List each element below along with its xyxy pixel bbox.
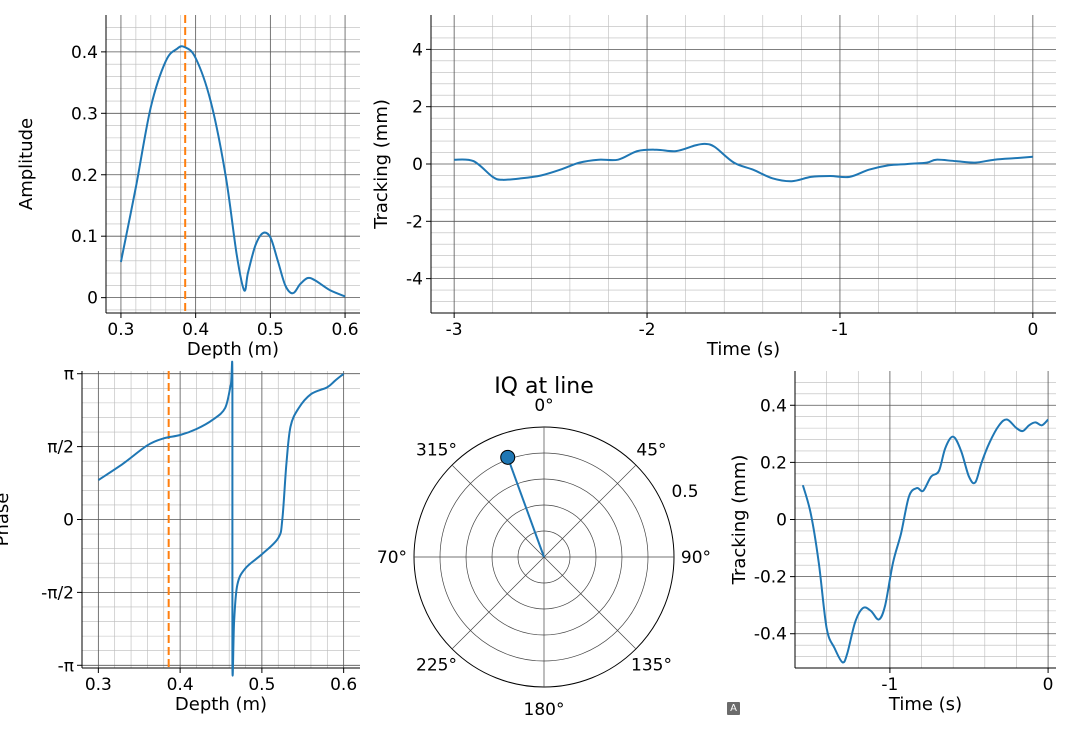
phase-x-tick-label: 0.5 xyxy=(248,675,275,695)
iq-polar-spoke xyxy=(543,464,637,558)
tracking-top-x-tick-label: 0 xyxy=(1027,320,1038,340)
phase-y-tick-label: 0 xyxy=(63,511,74,531)
tracking-top-x-tick-label: -3 xyxy=(446,320,463,340)
iq-polar-theta-label: 180° xyxy=(524,700,565,720)
amplitude-y-tick-label: 0 xyxy=(87,289,98,309)
phase-x-tick-label: 0.6 xyxy=(330,675,357,695)
tracking-top-y-tick-label: -4 xyxy=(406,270,423,290)
amplitude-y-label: Amplitude xyxy=(16,118,37,210)
phase-y-tick-label: -π xyxy=(58,656,74,676)
tracking-bottom-y-tick-label: 0 xyxy=(776,511,787,531)
phase-y-label: Phase xyxy=(0,493,13,547)
tracking-top-y-tick-label: -2 xyxy=(406,212,423,232)
iq-polar-theta-label: 70° xyxy=(377,548,407,568)
phase-y-tick-label: π xyxy=(64,365,74,385)
phase-x-tick-label: 0.4 xyxy=(167,675,194,695)
phase-y-tick-label: π/2 xyxy=(47,438,74,458)
tracking-bottom-y-tick-label: -0.4 xyxy=(754,625,787,645)
phase-y-tick-label: -π/2 xyxy=(41,583,74,603)
tracking-bottom-series-line xyxy=(801,418,1049,664)
phase-x-label: Depth (m) xyxy=(175,694,267,715)
iq-polar-theta-label: 45° xyxy=(636,441,666,461)
amplitude-y-tick-label: 0.4 xyxy=(71,43,98,63)
tracking-bottom-x-tick-label: 0 xyxy=(1043,675,1054,695)
iq-polar-spoke xyxy=(451,464,545,558)
tracking-bottom-y-label: Tracking (mm) xyxy=(729,455,750,586)
tracking-top-y-tick-label: 0 xyxy=(412,155,423,175)
iq-polar-point xyxy=(500,449,516,465)
tracking-top-panel xyxy=(426,15,1056,318)
iq-polar-spoke xyxy=(451,556,545,650)
tracking-top-y-tick-label: 4 xyxy=(412,40,423,60)
tracking-bottom-y-tick-label: -0.2 xyxy=(754,568,787,588)
tracking-top-x-tick-label: -2 xyxy=(639,320,656,340)
iq-polar-panel xyxy=(413,426,675,688)
iq-polar-theta-label: 315° xyxy=(416,441,457,461)
tracking-top-series-line xyxy=(454,142,1033,183)
amplitude-x-tick-label: 0.5 xyxy=(257,320,284,340)
iq-polar-spoke xyxy=(543,556,637,650)
phase-panel xyxy=(77,360,360,677)
iq-polar-theta-label: 90° xyxy=(681,548,711,568)
amplitude-y-tick-label: 0.1 xyxy=(71,227,98,247)
amplitude-series-line xyxy=(119,45,346,298)
amplitude-x-tick-label: 0.4 xyxy=(182,320,209,340)
tracking-top-y-tick-label: 2 xyxy=(412,98,423,118)
iq-polar-r-label: 0.5 xyxy=(671,482,698,502)
amplitude-x-tick-label: 0.3 xyxy=(107,320,134,340)
tracking-bottom-y-tick-label: 0.2 xyxy=(760,453,787,473)
amplitude-x-label: Depth (m) xyxy=(187,339,279,360)
iq-polar-title: IQ at line xyxy=(494,374,594,399)
amplitude-y-tick-label: 0.3 xyxy=(71,104,98,124)
tracking-bottom-x-label: Time (s) xyxy=(888,694,962,715)
tracking-top-x-tick-label: -1 xyxy=(831,320,848,340)
tracking-top-x-label: Time (s) xyxy=(706,339,780,360)
amplitude-x-tick-label: 0.6 xyxy=(332,320,359,340)
amplitude-panel xyxy=(101,15,360,318)
iq-polar-theta-label: 0° xyxy=(534,396,553,416)
phase-series-line xyxy=(97,360,345,677)
badge-icon: A xyxy=(727,702,740,715)
phase-x-tick-label: 0.3 xyxy=(85,675,112,695)
iq-polar-theta-label: 135° xyxy=(631,655,672,675)
tracking-bottom-x-tick-label: -1 xyxy=(881,675,898,695)
tracking-bottom-panel xyxy=(790,371,1056,673)
tracking-top-y-label: Tracking (mm) xyxy=(371,99,392,230)
iq-polar-theta-label: 225° xyxy=(416,655,457,675)
iq-polar-vector xyxy=(506,456,545,558)
amplitude-y-tick-label: 0.2 xyxy=(71,166,98,186)
tracking-bottom-y-tick-label: 0.4 xyxy=(760,396,787,416)
